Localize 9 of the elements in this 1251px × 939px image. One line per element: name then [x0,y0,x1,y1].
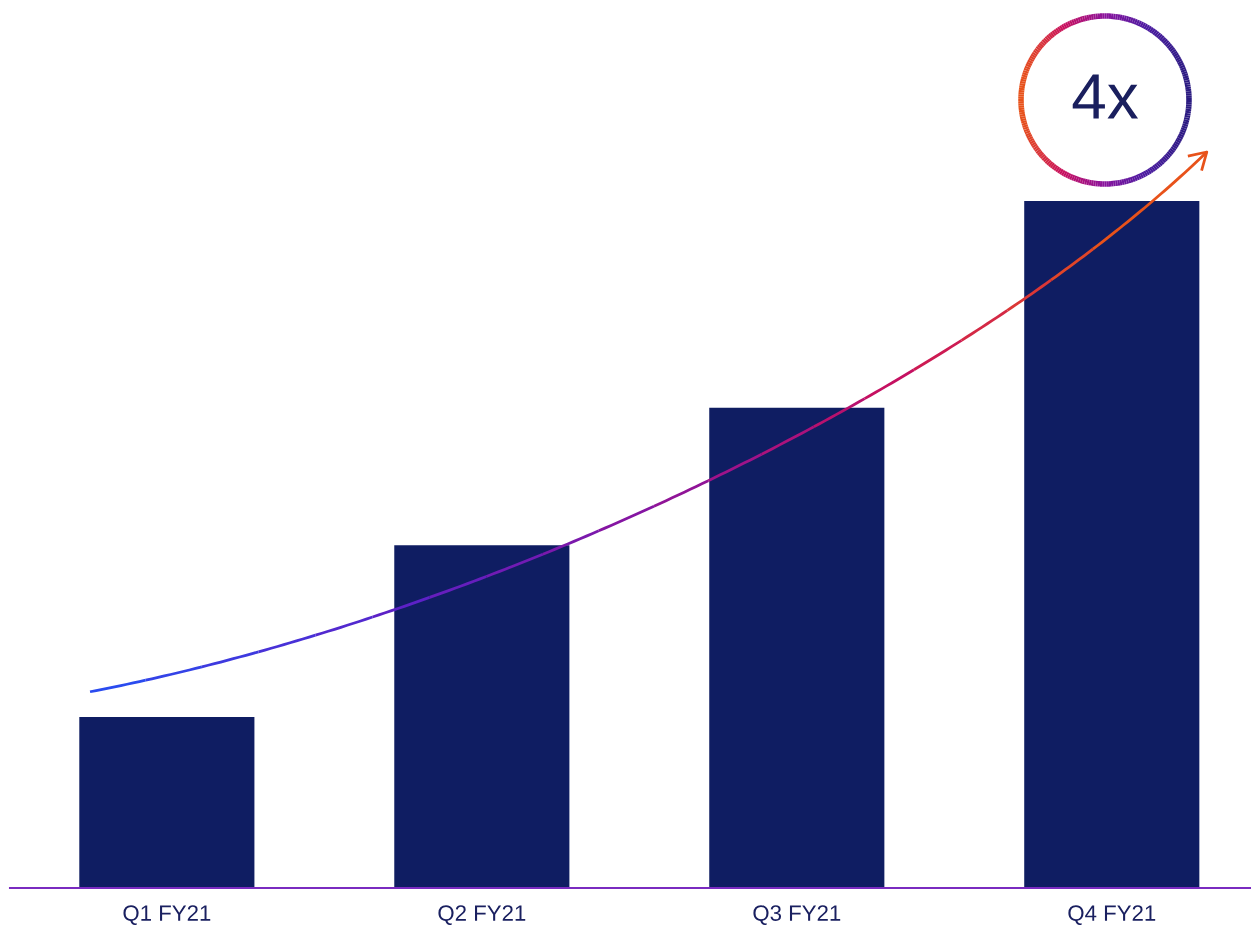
bar [394,545,570,888]
x-tick-label: Q3 FY21 [753,905,841,925]
x-tick-label: Q4 FY21 [1068,905,1156,925]
bar [1024,201,1200,888]
bar [79,716,255,888]
x-tick-label: Q2 FY21 [438,905,526,925]
text: 4x [1072,74,1139,119]
bar [709,407,885,888]
x-tick-label: Q1 FY21 [123,905,211,925]
